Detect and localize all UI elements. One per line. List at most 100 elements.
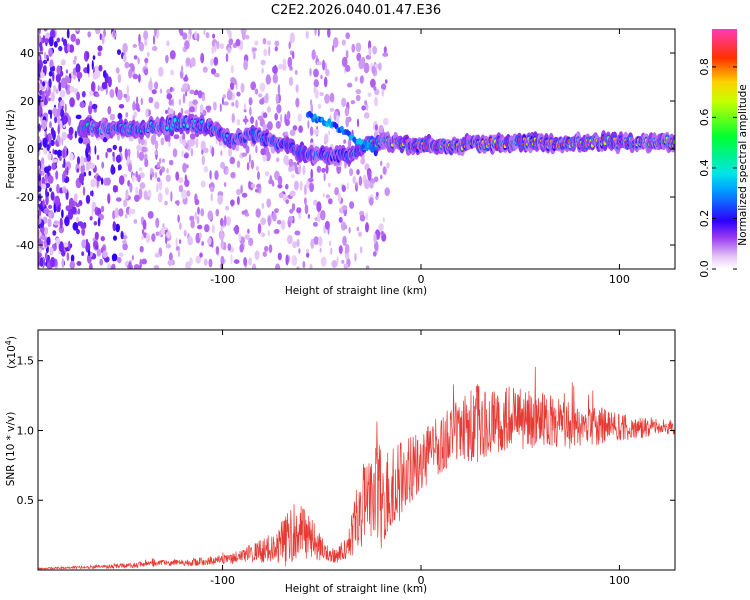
spectrogram-noise-cell bbox=[148, 80, 153, 91]
spectrogram-noise-cell bbox=[240, 82, 245, 93]
colorbar: 0.0 0.2 0.4 0.6 0.8 Normalized spectral ampl… bbox=[698, 29, 749, 278]
spectrogram-noise-cell bbox=[153, 264, 160, 269]
spectrogram-noise-cell bbox=[225, 168, 229, 175]
spectrogram-noise-cell bbox=[136, 149, 139, 159]
spectrogram-noise-cell bbox=[328, 198, 333, 205]
spectrogram-noise-cell bbox=[282, 62, 287, 71]
spectrogram-noise-cell bbox=[80, 163, 85, 175]
spectrogram-noise-cell bbox=[201, 241, 205, 246]
spectrogram-noise-cell bbox=[308, 177, 314, 183]
snr-x-ticks: -100 0 100 bbox=[210, 330, 630, 587]
spectrogram-noise-cell bbox=[176, 200, 180, 207]
spectrogram-noise-cell bbox=[374, 89, 380, 96]
spectrogram-noise-cell bbox=[316, 61, 322, 66]
spectrogram-noise-cell bbox=[39, 257, 44, 267]
spectrogram-noise-cell bbox=[286, 110, 291, 120]
spectrogram-noise-cell bbox=[68, 126, 74, 135]
spectrogram-noise-cell bbox=[259, 82, 266, 92]
spectrogram-noise-cell bbox=[378, 62, 382, 71]
spectrogram-noise-cell bbox=[272, 73, 278, 84]
spectrogram-noise-cell bbox=[131, 174, 135, 183]
spectrogram-noise-cell bbox=[197, 90, 203, 99]
spectrogram-noise-cell bbox=[344, 252, 350, 260]
spectrogram-noise-cell bbox=[72, 59, 77, 65]
spectrogram-noise-cell bbox=[341, 259, 345, 264]
spectrogram-noise-cell bbox=[194, 198, 200, 206]
spectrogram-noise-cell bbox=[42, 199, 45, 208]
spectrogram-noise-cell bbox=[96, 248, 102, 257]
spectrogram-noise-cell bbox=[95, 245, 99, 250]
spectrogram-noise-cell bbox=[91, 103, 98, 110]
spectrogram-noise-cell bbox=[42, 59, 48, 65]
spectrogram-noise-cell bbox=[49, 66, 56, 72]
spectrogram-noise-cell bbox=[52, 158, 58, 163]
spectrogram-noise-cell bbox=[266, 106, 271, 113]
spectrogram-noise-cell bbox=[94, 145, 97, 155]
spectrogram-noise-cell bbox=[354, 76, 358, 82]
spectrogram-noise-cell bbox=[145, 108, 149, 118]
spectrogram-noise-cell bbox=[363, 179, 370, 190]
spectrogram-noise-cell bbox=[363, 62, 370, 74]
spectrogram-noise-cell bbox=[220, 239, 225, 250]
spectrogram-noise-cell bbox=[317, 29, 320, 37]
spectrogram-noise-cell bbox=[262, 124, 268, 130]
spectrogram-noise-cell bbox=[112, 235, 118, 241]
spectrogram-noise-cell bbox=[60, 77, 67, 89]
spectrogram-noise-cell bbox=[101, 161, 105, 169]
spectrogram-noise-cell bbox=[146, 51, 150, 58]
spectrogram-noise-cell bbox=[60, 59, 66, 66]
spectrogram-noise-cell bbox=[77, 221, 84, 227]
spectrogram-noise-cell bbox=[352, 175, 356, 184]
spectrogram-noise-cell bbox=[160, 137, 165, 146]
spectrogram-noise-cell bbox=[210, 58, 214, 66]
spectrogram-noise-cell bbox=[275, 93, 279, 105]
spectrogram-noise-cell bbox=[298, 248, 301, 254]
spectrogram-noise-cell bbox=[257, 223, 262, 235]
spectrogram-y-tick-label: -20 bbox=[16, 191, 34, 204]
spectrogram-noise-cell bbox=[43, 227, 49, 235]
spectrogram-noise-cell bbox=[210, 68, 217, 75]
spectrogram-noise-cell bbox=[138, 33, 141, 44]
spectrogram-noise-cell bbox=[219, 231, 225, 241]
spectrogram-noise-cell bbox=[261, 202, 265, 209]
spectrogram-noise-cell bbox=[114, 207, 119, 218]
spectrogram-noise-cell bbox=[145, 233, 151, 244]
spectrogram-noise-cell bbox=[211, 46, 216, 52]
spectrogram-noise-cell bbox=[88, 170, 92, 176]
spectrogram-noise-cell bbox=[292, 125, 298, 131]
spectrogram-noise-cell bbox=[168, 99, 173, 106]
spectrogram-noise-cell bbox=[329, 92, 335, 103]
spectrogram-noise-cell bbox=[291, 255, 298, 267]
spectrogram-noise-cell bbox=[341, 184, 346, 193]
colorbar-ticks: 0.0 0.2 0.4 0.6 0.8 bbox=[698, 58, 737, 278]
spectrogram-noise-cell bbox=[58, 45, 63, 52]
spectrogram-noise-cell bbox=[184, 110, 190, 115]
spectrogram-noise-cell bbox=[42, 81, 46, 87]
spectrogram-noise-cell bbox=[139, 182, 146, 190]
spectrogram-noise-cell bbox=[350, 100, 356, 105]
spectrogram-noise-cell bbox=[249, 106, 252, 116]
spectrogram-noise-cell bbox=[207, 237, 212, 246]
spectrogram-noise-cell bbox=[252, 51, 256, 60]
spectrogram-x-label: Height of straight line (km) bbox=[285, 285, 427, 297]
spectrogram-noise-cell bbox=[356, 169, 360, 175]
spectrogram-noise-cell bbox=[260, 59, 266, 66]
spectrogram-noise-cell bbox=[115, 154, 122, 163]
spectrogram-noise-cell bbox=[63, 115, 69, 124]
spectrogram-noise-cell bbox=[126, 155, 130, 163]
spectrogram-noise-cell bbox=[112, 144, 118, 151]
spectrogram-noise-cell bbox=[292, 241, 298, 249]
spectrogram-noise-cell bbox=[372, 251, 377, 257]
spectrogram-noise-cell bbox=[324, 93, 330, 104]
spectrogram-noise-cell bbox=[277, 84, 281, 95]
snr-y-label: SNR (10 * v/v) bbox=[5, 412, 17, 487]
spectrogram-noise-cell bbox=[38, 185, 42, 192]
spectrogram-noise-cell bbox=[50, 127, 55, 136]
spectrogram-y-tick-label: 0 bbox=[27, 143, 34, 156]
spectrogram-noise-cell bbox=[343, 263, 349, 269]
spectrogram-noise-cell bbox=[109, 89, 115, 98]
spectrogram-noise-cell bbox=[276, 104, 282, 114]
spectrogram-noise-cell bbox=[156, 177, 161, 183]
spectrogram-noise-cell bbox=[306, 248, 309, 254]
spectrogram-noise-cell bbox=[362, 157, 365, 165]
